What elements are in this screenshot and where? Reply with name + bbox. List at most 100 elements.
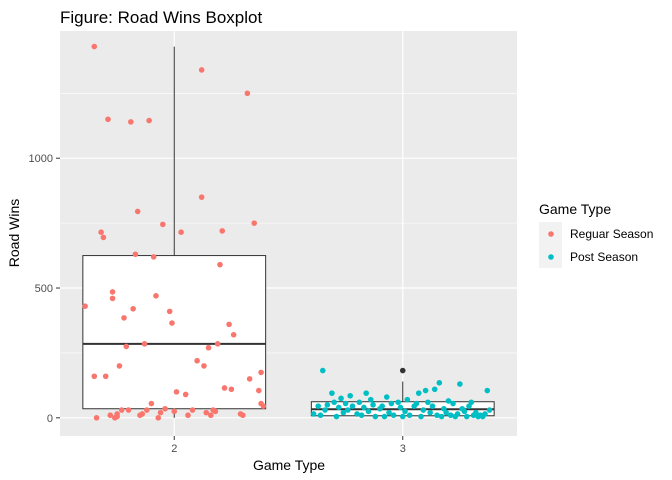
data-point bbox=[349, 403, 356, 409]
data-point bbox=[130, 305, 136, 312]
data-point bbox=[109, 295, 116, 302]
data-point bbox=[121, 315, 127, 321]
data-point bbox=[338, 395, 344, 402]
data-point bbox=[240, 412, 246, 419]
data-point bbox=[171, 408, 178, 415]
data-point bbox=[91, 373, 98, 380]
data-point bbox=[484, 387, 491, 394]
data-point bbox=[146, 117, 152, 124]
data-point bbox=[345, 407, 351, 413]
data-point bbox=[324, 402, 331, 408]
data-point bbox=[322, 407, 328, 413]
data-point bbox=[383, 394, 390, 400]
data-point bbox=[162, 405, 168, 412]
data-point bbox=[388, 400, 395, 407]
data-point bbox=[182, 391, 189, 398]
data-point bbox=[134, 208, 141, 215]
data-point bbox=[379, 403, 385, 409]
legend-key-post-season bbox=[548, 254, 554, 260]
data-point bbox=[402, 408, 408, 415]
box-2 bbox=[82, 46, 267, 418]
points-layer bbox=[82, 43, 493, 421]
data-point bbox=[201, 363, 207, 369]
x-tick-label: 2 bbox=[171, 443, 177, 455]
data-point bbox=[128, 119, 134, 125]
box-iqr bbox=[82, 255, 267, 410]
legend-title: Game Type bbox=[539, 201, 611, 217]
data-point bbox=[123, 343, 130, 350]
data-point bbox=[194, 357, 200, 364]
data-point bbox=[431, 386, 438, 393]
data-point bbox=[219, 228, 226, 234]
data-point bbox=[198, 194, 205, 200]
data-point bbox=[425, 399, 431, 406]
data-point bbox=[141, 341, 148, 347]
data-point bbox=[203, 409, 210, 416]
data-point bbox=[422, 387, 429, 394]
data-point bbox=[144, 407, 150, 413]
data-point bbox=[418, 413, 424, 420]
legend-label-post-season: Post Season bbox=[570, 250, 638, 264]
data-point bbox=[169, 320, 175, 326]
data-point bbox=[347, 392, 353, 399]
y-tick-label: 500 bbox=[35, 283, 53, 295]
data-point bbox=[329, 390, 335, 396]
data-point bbox=[217, 261, 223, 268]
data-point bbox=[166, 308, 173, 315]
data-point bbox=[208, 412, 214, 419]
data-point bbox=[415, 390, 422, 396]
data-point bbox=[406, 412, 413, 419]
data-point bbox=[214, 341, 221, 347]
data-point bbox=[370, 402, 376, 408]
data-point bbox=[363, 390, 369, 396]
data-point bbox=[482, 411, 488, 417]
legend: Game Type Reguar Season Post Season bbox=[539, 201, 653, 268]
data-point bbox=[82, 303, 88, 309]
axis-layer: 0 500 1000 2 3 bbox=[29, 153, 406, 455]
data-point bbox=[230, 331, 237, 338]
data-point bbox=[457, 381, 463, 387]
data-point bbox=[454, 411, 461, 417]
data-point bbox=[434, 412, 440, 419]
legend-key-reguar-season bbox=[548, 231, 554, 237]
data-point bbox=[381, 413, 388, 420]
data-point bbox=[342, 400, 349, 407]
data-point bbox=[361, 404, 367, 411]
data-point bbox=[331, 399, 338, 406]
data-point bbox=[116, 363, 123, 369]
data-point bbox=[98, 229, 104, 236]
data-point bbox=[226, 321, 232, 328]
data-point bbox=[107, 412, 114, 419]
data-point bbox=[153, 293, 159, 299]
data-point bbox=[367, 396, 374, 403]
chart-title: Figure: Road Wins Boxplot bbox=[60, 8, 262, 27]
data-point bbox=[109, 289, 116, 295]
data-point bbox=[354, 411, 360, 417]
data-point bbox=[429, 403, 436, 409]
data-point bbox=[178, 229, 184, 236]
data-point bbox=[443, 409, 449, 416]
data-point bbox=[132, 251, 139, 258]
data-point bbox=[205, 344, 212, 351]
data-point bbox=[118, 407, 125, 413]
data-point bbox=[340, 409, 347, 416]
data-point bbox=[125, 407, 132, 413]
legend-label-reguar-season: Reguar Season bbox=[570, 227, 653, 241]
data-point bbox=[212, 408, 219, 415]
data-point bbox=[150, 254, 157, 260]
data-point bbox=[189, 407, 196, 413]
data-point bbox=[251, 220, 258, 226]
data-point bbox=[333, 413, 340, 420]
data-point bbox=[185, 412, 191, 419]
data-point bbox=[399, 413, 406, 420]
data-point bbox=[356, 399, 363, 406]
data-point bbox=[413, 400, 420, 407]
data-point bbox=[157, 409, 164, 416]
data-point bbox=[173, 389, 180, 395]
data-point bbox=[463, 413, 470, 420]
data-point bbox=[244, 90, 251, 97]
data-point bbox=[139, 411, 146, 417]
data-point bbox=[395, 399, 401, 406]
data-point bbox=[105, 116, 111, 123]
data-point bbox=[228, 386, 235, 393]
